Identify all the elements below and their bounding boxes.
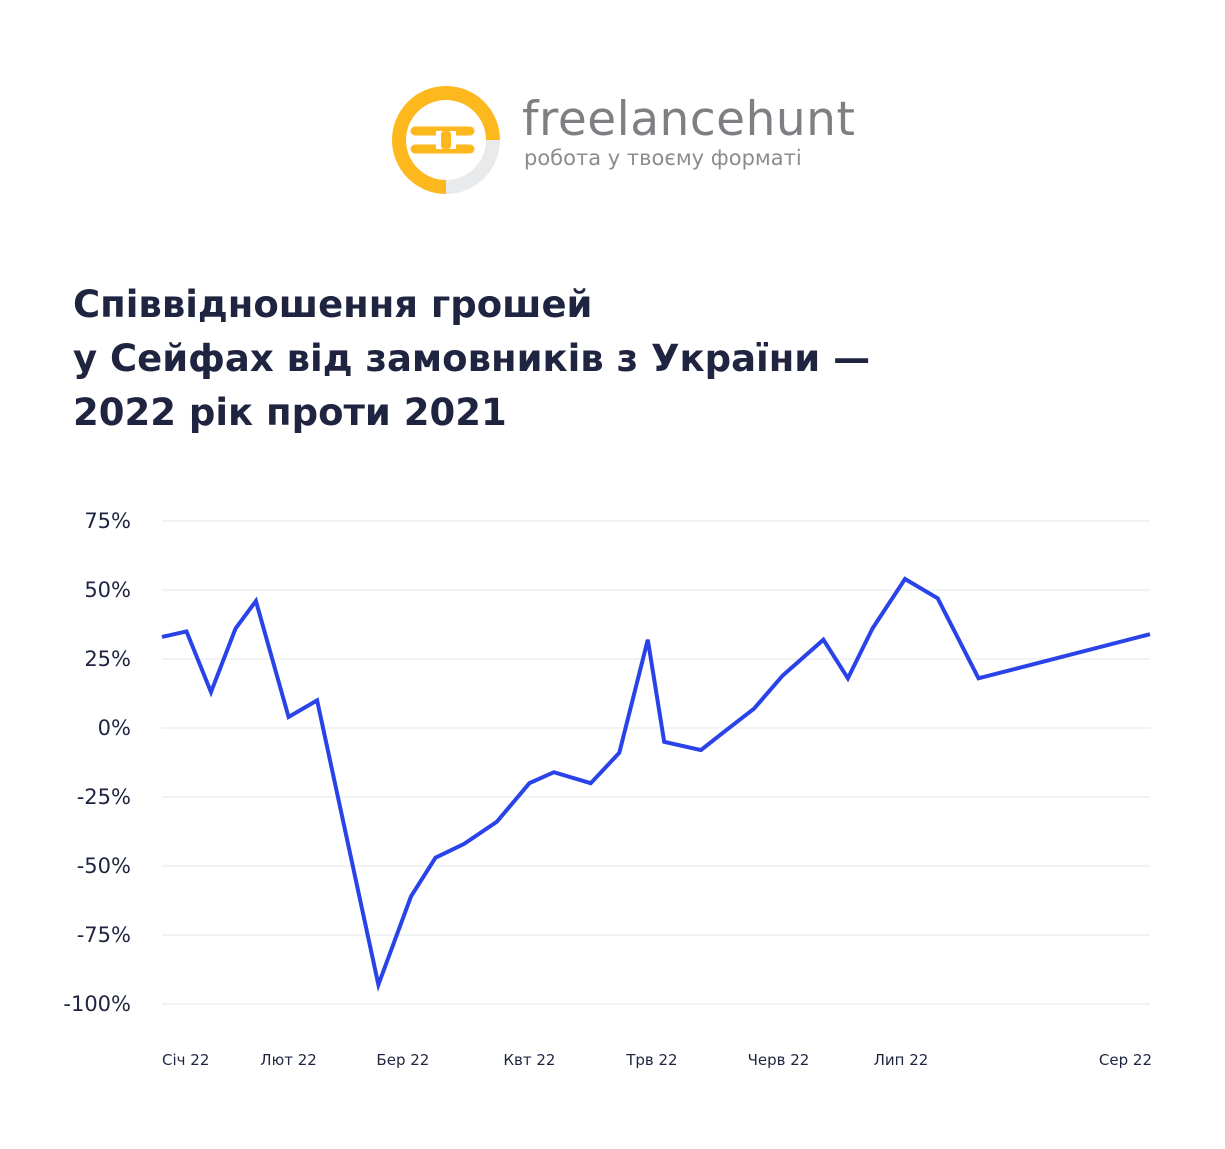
y-tick-label: -50% <box>77 854 131 878</box>
y-tick-label: 25% <box>84 647 131 671</box>
y-axis: 75% 50% 25% 0% -25% -50% -75% -100% <box>63 509 131 1016</box>
x-tick-label: Квт 22 <box>503 1051 555 1069</box>
data-point <box>411 896 412 897</box>
data-point <box>647 639 648 640</box>
data-point <box>255 601 256 602</box>
data-point <box>590 783 591 784</box>
chart-title-line: Співвідношення грошей <box>73 283 593 326</box>
data-point <box>235 628 236 629</box>
x-tick-label: Трв 22 <box>625 1051 677 1069</box>
data-point <box>664 741 665 742</box>
data-point <box>435 857 436 858</box>
brand-name: freelancehunt <box>522 92 856 147</box>
y-tick-label: -100% <box>63 992 131 1016</box>
series-lines <box>161 576 1151 992</box>
y-tick-label: 75% <box>84 509 131 533</box>
data-point <box>529 783 530 784</box>
x-axis: Січ 22 Лют 22 Бер 22 Квт 22 Трв 22 Черв 22 Лип… <box>162 1051 1152 1069</box>
x-tick-label: Лип 22 <box>874 1051 929 1069</box>
data-point <box>162 636 163 637</box>
data-point <box>823 639 824 640</box>
data-point <box>725 730 726 731</box>
x-tick-label: Січ 22 <box>162 1051 209 1069</box>
data-point <box>496 821 497 822</box>
data-point <box>700 750 701 751</box>
data-point <box>553 772 554 773</box>
data-point <box>872 628 873 629</box>
x-tick-label: Бер 22 <box>376 1051 429 1069</box>
y-tick-label: 50% <box>84 578 131 602</box>
x-tick-label: Сер 22 <box>1099 1051 1152 1069</box>
y-tick-label: 0% <box>98 716 131 740</box>
data-point <box>1150 634 1151 635</box>
x-tick-label: Черв 22 <box>748 1051 810 1069</box>
data-point <box>317 700 318 701</box>
chart-title-line: 2022 рік проти 2021 <box>73 391 507 434</box>
freelancehunt-logo-icon <box>392 86 500 194</box>
data-point <box>753 708 754 709</box>
data-point <box>378 984 379 985</box>
brand-logo: freelancehunt робота у твоєму форматі <box>390 84 860 196</box>
chart-title-line: у Сейфах від замовників з України — <box>73 337 871 380</box>
x-tick-label: Лют 22 <box>260 1051 317 1069</box>
data-point <box>619 752 620 753</box>
data-point <box>464 843 465 844</box>
data-point <box>210 692 211 693</box>
data-point <box>905 578 906 579</box>
y-tick-label: -25% <box>77 785 131 809</box>
brand-tagline: робота у твоєму форматі <box>524 146 802 170</box>
data-point <box>186 631 187 632</box>
data-point <box>288 716 289 717</box>
line-chart: 75% 50% 25% 0% -25% -50% -75% -100% Січ 22 Лют 2… <box>63 509 1152 1069</box>
data-point <box>978 678 979 679</box>
chart-gridlines <box>162 520 1150 1005</box>
data-point <box>937 598 938 599</box>
series-line <box>161 576 1151 992</box>
chart-title: Співвідношення грошей у Сейфах від замов… <box>73 278 1173 440</box>
y-tick-label: -75% <box>77 923 131 947</box>
data-point <box>847 678 848 679</box>
data-point <box>782 675 783 676</box>
